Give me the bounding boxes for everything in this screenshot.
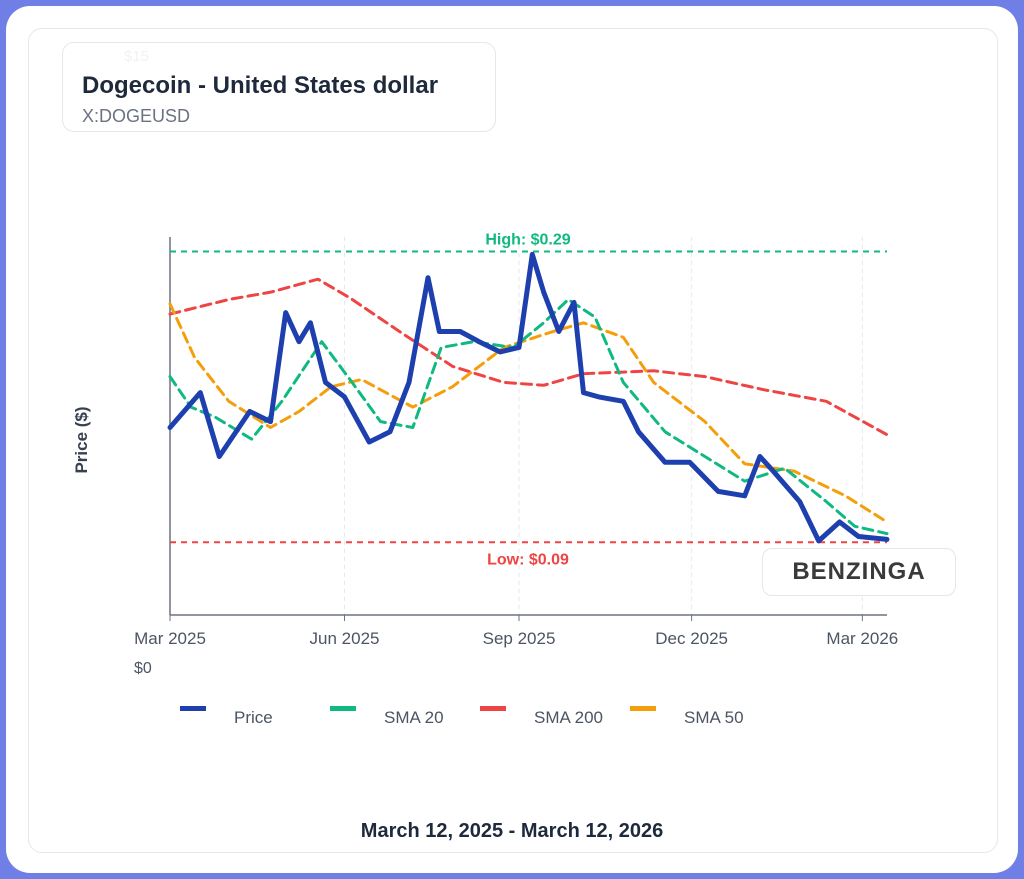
legend-item-sma50[interactable]: SMA 50: [630, 700, 780, 730]
x-tick-label: Jun 2025: [310, 629, 380, 648]
legend-swatch: [330, 706, 356, 711]
legend-item-sma20[interactable]: SMA 20: [330, 700, 480, 730]
low-label: Low: $0.09: [487, 551, 569, 568]
legend-item-price[interactable]: Price: [180, 700, 330, 730]
legend-item-sma200[interactable]: SMA 200: [480, 700, 630, 730]
legend: Price SMA 20 SMA 200 SMA 50: [180, 700, 780, 730]
chart-card: [28, 28, 998, 853]
ghost-tick-label: $15: [124, 48, 150, 65]
y-tick-label: $0: [134, 660, 152, 677]
legend-swatch: [480, 706, 506, 711]
date-range-label: March 12, 2025 - March 12, 2026: [360, 820, 664, 842]
legend-label: SMA 20: [384, 708, 444, 727]
series-line-price: [167, 251, 890, 544]
benzinga-logo: BENZINGA: [762, 548, 956, 596]
legend-label: Price: [234, 708, 273, 727]
high-label: High: $0.29: [485, 232, 570, 249]
chart-title: Dogecoin - United States dollar: [82, 72, 439, 99]
x-tick-label: Mar 2025: [134, 629, 206, 648]
x-tick-label: Mar 2026: [826, 629, 898, 648]
series-line-sma200: [168, 277, 889, 437]
title-box: [62, 42, 496, 132]
x-tick-label: Dec 2025: [655, 629, 728, 648]
series-line-sma20: [168, 298, 889, 536]
legend-label: SMA 200: [534, 708, 603, 727]
x-tick-label: Sep 2025: [483, 629, 556, 648]
ticker-symbol: X:DOGEUSD: [82, 106, 191, 126]
legend-swatch: [630, 706, 656, 711]
legend-label: SMA 50: [684, 708, 744, 727]
legend-swatch: [180, 706, 206, 711]
